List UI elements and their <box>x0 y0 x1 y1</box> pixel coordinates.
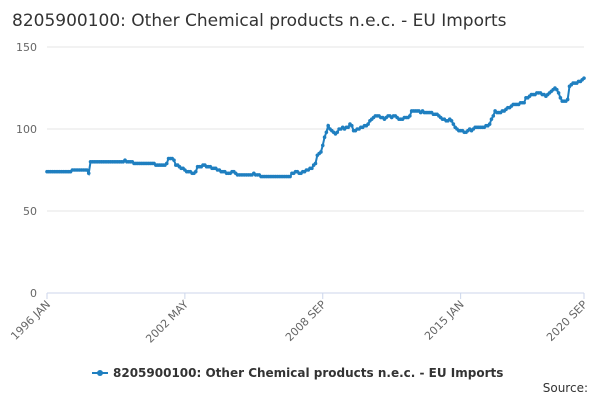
point <box>335 130 340 135</box>
point <box>86 171 91 176</box>
point <box>313 161 318 166</box>
x-tick-label: 2002 MAY <box>143 298 191 346</box>
point <box>319 150 323 154</box>
point <box>558 96 563 100</box>
point <box>346 125 350 130</box>
point <box>349 123 354 128</box>
point <box>172 158 176 162</box>
y-tick-label: 50 <box>23 205 37 218</box>
y-tick-label: 100 <box>16 123 37 136</box>
source: Source: <box>543 381 588 395</box>
point <box>489 117 494 121</box>
x-tick-label: 2020 SEP <box>544 298 590 344</box>
x-tick-label: 2008 SEP <box>283 298 329 344</box>
legend-marker <box>97 370 103 376</box>
point <box>322 135 327 139</box>
point <box>288 174 292 179</box>
point <box>487 122 492 126</box>
point <box>164 161 169 166</box>
point <box>556 91 561 95</box>
y-tick-label: 0 <box>30 287 37 300</box>
point <box>491 114 496 118</box>
point <box>193 169 198 174</box>
point <box>324 130 329 135</box>
y-tick-label: 150 <box>16 41 37 54</box>
legend-label: 8205900100: Other Chemical products n.e.… <box>113 366 503 380</box>
point <box>554 87 559 92</box>
point <box>85 168 89 172</box>
point <box>582 76 586 80</box>
point <box>451 122 456 126</box>
point <box>408 114 412 118</box>
point <box>366 122 370 126</box>
point <box>565 97 570 102</box>
point <box>522 100 526 105</box>
chart-title: 8205900100: Other Chemical products n.e.… <box>12 11 507 31</box>
x-tick-label: 2015 JAN <box>422 298 467 343</box>
point <box>320 143 325 148</box>
point <box>326 123 330 128</box>
x-tick-label: 1996 JAN <box>8 298 53 343</box>
point <box>449 119 454 123</box>
point <box>310 166 314 171</box>
